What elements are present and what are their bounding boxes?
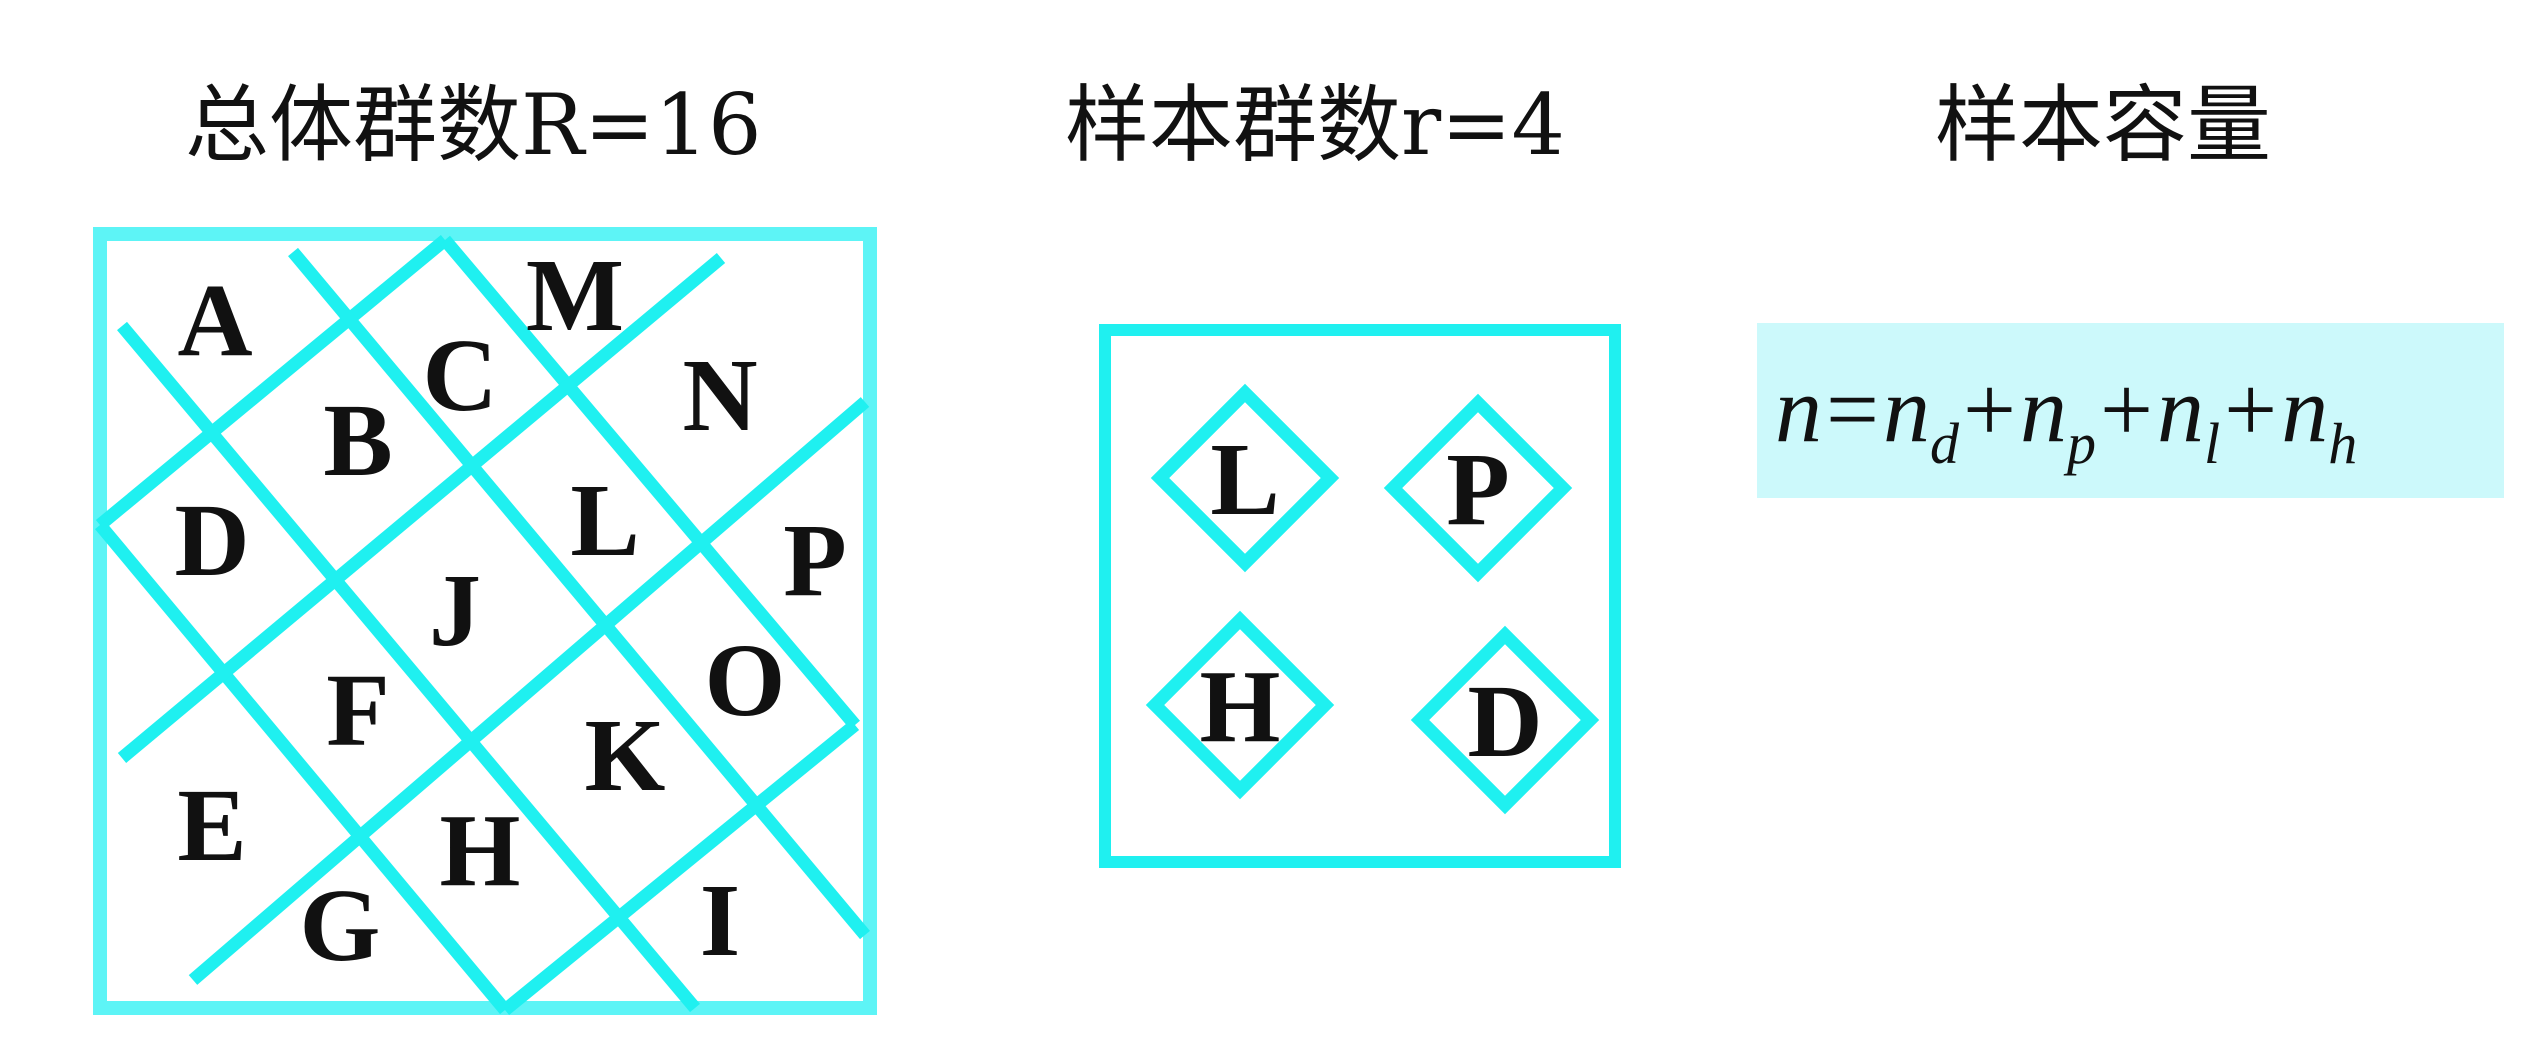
sample-clusters-heading: 样本群数r=4	[1065, 76, 1565, 174]
sample-cluster-p: P	[1383, 393, 1573, 583]
sample-cluster-h: H	[1145, 610, 1335, 800]
population-cell-k: K	[585, 698, 666, 813]
cluster-grid	[95, 234, 870, 1016]
sample-cluster-l: L	[1150, 383, 1340, 573]
population-frame	[93, 227, 877, 1015]
grid-line-se-1	[440, 235, 860, 730]
sample-diamond-d	[1410, 625, 1600, 815]
population-cell-p: P	[783, 503, 847, 618]
sample-clusters: L P H D	[1145, 383, 1600, 815]
population-cell-h: H	[440, 793, 521, 908]
sample-diamond-p	[1383, 393, 1573, 583]
formula-term-2-base: n	[2020, 358, 2068, 462]
grid-line-ne-2	[500, 719, 860, 1016]
formula-plus-1: +	[1963, 358, 2017, 462]
population-cell-l: L	[570, 463, 639, 578]
population-cell-f: F	[326, 653, 390, 768]
grid-line-ne-4	[188, 397, 870, 985]
population-cell-a: A	[177, 263, 252, 378]
formula-plus-3: +	[2224, 358, 2278, 462]
sample-size-formula: n=nd+np+nl+nh	[1775, 323, 2357, 498]
population-cell-j: J	[429, 553, 481, 668]
population-heading: 总体群数R=16	[185, 76, 762, 174]
formula-term-3-sub: l	[2204, 411, 2221, 476]
grid-line-se-4	[288, 247, 870, 940]
sample-cell-d: D	[1467, 664, 1542, 779]
population-cell-n: N	[682, 338, 757, 453]
population-cell-m: M	[526, 238, 624, 353]
sample-size-formula-box: n=nd+np+nl+nh	[1757, 323, 2504, 498]
sample-diamond-l	[1150, 383, 1340, 573]
population-cell-labels: A MC N B L D P J O F K E HG I	[174, 238, 846, 983]
sample-size-heading: 样本容量	[1935, 76, 2272, 174]
formula-equals: =	[1826, 358, 1880, 462]
formula-term-2-sub: p	[2067, 411, 2097, 476]
population-cell-c: C	[422, 318, 497, 433]
sample-cell-l: L	[1210, 422, 1279, 537]
formula-plus-2: +	[2100, 358, 2154, 462]
grid-line-se-2	[95, 520, 510, 1015]
population-cell-e: E	[177, 768, 246, 883]
grid-line-ne-3	[117, 253, 726, 763]
formula-lhs: n	[1775, 358, 1822, 462]
sample-diamond-h	[1145, 610, 1335, 800]
formula-term-4-sub: h	[2328, 411, 2358, 476]
formula-term-4-base: n	[2281, 358, 2329, 462]
formula-term-3-base: n	[2157, 358, 2205, 462]
population-cell-o: O	[705, 623, 786, 738]
sample-cell-p: P	[1446, 432, 1510, 547]
formula-term-1-base: n	[1883, 358, 1931, 462]
grid-line-se-3	[117, 321, 700, 1013]
sample-cell-h: H	[1200, 649, 1281, 764]
formula-term-1-sub: d	[1930, 411, 1960, 476]
population-cell-d: D	[174, 483, 249, 598]
population-cell-g: G	[300, 868, 381, 983]
population-cell-b: B	[323, 383, 392, 498]
sample-frame	[1099, 324, 1621, 868]
sample-cluster-d: D	[1410, 625, 1600, 815]
population-cell-i: I	[700, 863, 740, 978]
grid-line-ne-1	[95, 234, 450, 531]
